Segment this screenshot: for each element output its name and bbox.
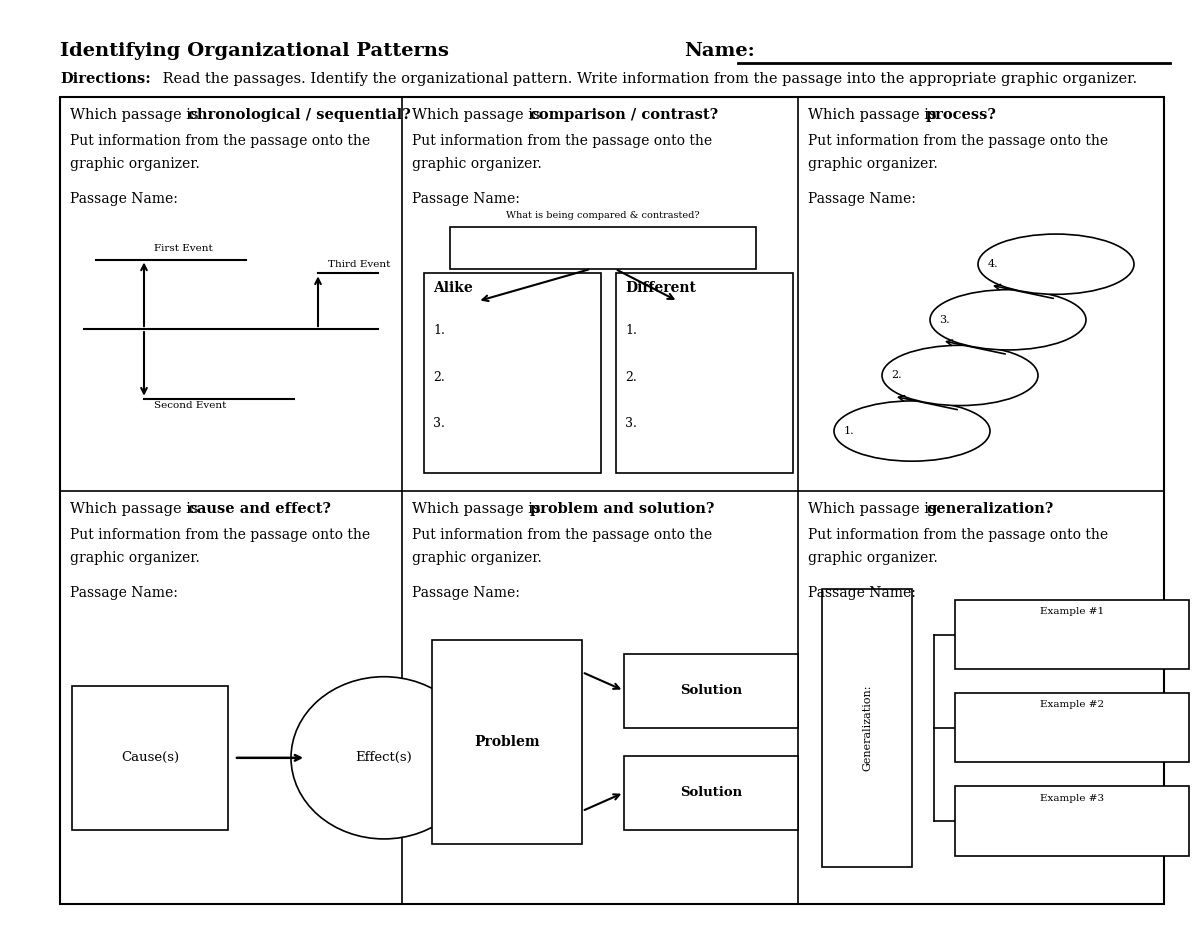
Text: Example #1: Example #1 [1040, 607, 1104, 616]
Text: Passage Name:: Passage Name: [412, 586, 520, 600]
Text: Example #3: Example #3 [1040, 794, 1104, 803]
Text: Third Event: Third Event [328, 260, 390, 269]
FancyBboxPatch shape [955, 600, 1189, 669]
Text: Name:: Name: [684, 42, 755, 60]
FancyBboxPatch shape [955, 693, 1189, 762]
Text: Solution: Solution [680, 786, 742, 799]
Text: chronological / sequential?: chronological / sequential? [188, 108, 410, 122]
FancyBboxPatch shape [624, 654, 798, 728]
Text: Passage Name:: Passage Name: [808, 192, 916, 206]
Text: 2.: 2. [625, 371, 637, 384]
Text: generalization?: generalization? [926, 502, 1054, 516]
Text: Put information from the passage onto the: Put information from the passage onto th… [808, 134, 1108, 148]
FancyBboxPatch shape [624, 756, 798, 830]
Text: Second Event: Second Event [154, 401, 226, 411]
Text: Identifying Organizational Patterns: Identifying Organizational Patterns [60, 42, 449, 60]
FancyBboxPatch shape [450, 227, 756, 269]
Text: Which passage is: Which passage is [70, 502, 203, 516]
Text: 2.: 2. [433, 371, 445, 384]
Ellipse shape [930, 289, 1086, 350]
Ellipse shape [292, 677, 478, 839]
Text: graphic organizer.: graphic organizer. [412, 157, 541, 171]
Text: problem and solution?: problem and solution? [530, 502, 714, 516]
Text: Problem: Problem [474, 734, 540, 749]
Text: 3.: 3. [940, 315, 950, 324]
Text: 1.: 1. [625, 324, 637, 337]
Text: Passage Name:: Passage Name: [808, 586, 916, 600]
FancyBboxPatch shape [616, 273, 793, 473]
Text: Passage Name:: Passage Name: [412, 192, 520, 206]
Text: 3.: 3. [625, 417, 637, 430]
Text: process?: process? [926, 108, 997, 122]
Text: Which passage is: Which passage is [808, 108, 941, 122]
FancyBboxPatch shape [822, 589, 912, 867]
Text: Which passage is: Which passage is [412, 502, 545, 516]
Text: graphic organizer.: graphic organizer. [70, 551, 199, 565]
Ellipse shape [882, 346, 1038, 406]
Text: graphic organizer.: graphic organizer. [808, 157, 937, 171]
FancyBboxPatch shape [432, 640, 582, 844]
Text: What is being compared & contrasted?: What is being compared & contrasted? [506, 210, 700, 220]
Text: Put information from the passage onto the: Put information from the passage onto th… [412, 134, 712, 148]
FancyBboxPatch shape [60, 97, 1164, 904]
Text: graphic organizer.: graphic organizer. [808, 551, 937, 565]
Text: 4.: 4. [988, 260, 998, 269]
Text: 3.: 3. [433, 417, 445, 430]
Text: Solution: Solution [680, 684, 742, 697]
Text: Put information from the passage onto the: Put information from the passage onto th… [808, 528, 1108, 542]
Text: comparison / contrast?: comparison / contrast? [530, 108, 718, 122]
Text: Which passage is: Which passage is [412, 108, 545, 122]
Text: Passage Name:: Passage Name: [70, 192, 178, 206]
Text: Put information from the passage onto the: Put information from the passage onto th… [70, 134, 370, 148]
Text: Cause(s): Cause(s) [121, 751, 179, 765]
Text: graphic organizer.: graphic organizer. [412, 551, 541, 565]
Text: Generalization:: Generalization: [862, 684, 872, 771]
Text: graphic organizer.: graphic organizer. [70, 157, 199, 171]
Text: First Event: First Event [154, 244, 212, 253]
Text: Which passage is: Which passage is [70, 108, 203, 122]
FancyBboxPatch shape [72, 686, 228, 830]
Text: Put information from the passage onto the: Put information from the passage onto th… [70, 528, 370, 542]
FancyBboxPatch shape [955, 786, 1189, 856]
Text: Example #2: Example #2 [1040, 701, 1104, 709]
Ellipse shape [978, 235, 1134, 295]
Text: Which passage is: Which passage is [808, 502, 941, 516]
Text: cause and effect?: cause and effect? [188, 502, 331, 516]
Text: Passage Name:: Passage Name: [70, 586, 178, 600]
Text: Effect(s): Effect(s) [355, 751, 413, 765]
Text: Read the passages. Identify the organizational pattern. Write information from t: Read the passages. Identify the organiza… [158, 71, 1138, 86]
FancyBboxPatch shape [424, 273, 601, 473]
Ellipse shape [834, 400, 990, 461]
Text: 2.: 2. [892, 371, 902, 380]
Text: Different: Different [625, 281, 696, 295]
Text: Alike: Alike [433, 281, 473, 295]
Text: 1.: 1. [844, 426, 854, 436]
Text: Directions:: Directions: [60, 71, 151, 86]
Text: 1.: 1. [433, 324, 445, 337]
Text: Put information from the passage onto the: Put information from the passage onto th… [412, 528, 712, 542]
